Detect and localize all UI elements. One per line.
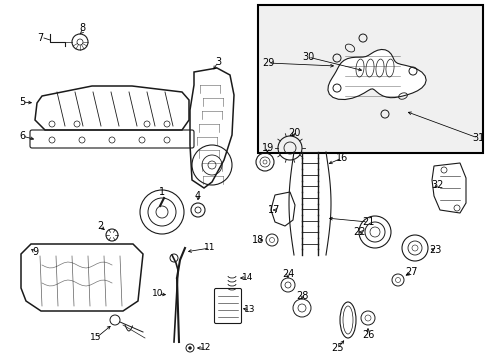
Text: 10: 10: [152, 289, 163, 298]
Text: 30: 30: [301, 52, 313, 62]
Text: 5: 5: [19, 97, 25, 107]
Text: 4: 4: [195, 191, 201, 201]
Text: 32: 32: [431, 180, 443, 190]
Text: 7: 7: [37, 33, 43, 43]
Text: 2: 2: [97, 221, 103, 231]
Text: 11: 11: [204, 243, 215, 252]
Text: 3: 3: [215, 57, 221, 67]
Text: 16: 16: [335, 153, 347, 163]
Text: 13: 13: [244, 306, 255, 315]
Text: 24: 24: [281, 269, 294, 279]
Text: 27: 27: [405, 267, 417, 277]
Text: 19: 19: [262, 143, 274, 153]
Text: 6: 6: [19, 131, 25, 141]
Text: 26: 26: [361, 330, 373, 340]
Text: 29: 29: [261, 58, 274, 68]
Text: 18: 18: [251, 235, 264, 245]
Text: 20: 20: [287, 128, 300, 138]
Text: 23: 23: [428, 245, 440, 255]
Circle shape: [188, 346, 191, 350]
Text: 15: 15: [90, 333, 102, 342]
Text: 22: 22: [353, 227, 366, 237]
Text: 12: 12: [200, 343, 211, 352]
Text: 31: 31: [471, 133, 483, 143]
Text: 8: 8: [79, 23, 85, 33]
Text: 21: 21: [361, 217, 373, 227]
Polygon shape: [327, 49, 426, 99]
Text: 1: 1: [159, 187, 165, 197]
Text: 25: 25: [331, 343, 344, 353]
Text: 9: 9: [32, 247, 38, 257]
Text: 28: 28: [295, 291, 307, 301]
Text: 14: 14: [242, 274, 253, 283]
Text: 17: 17: [267, 205, 280, 215]
Bar: [258, 5, 482, 153]
